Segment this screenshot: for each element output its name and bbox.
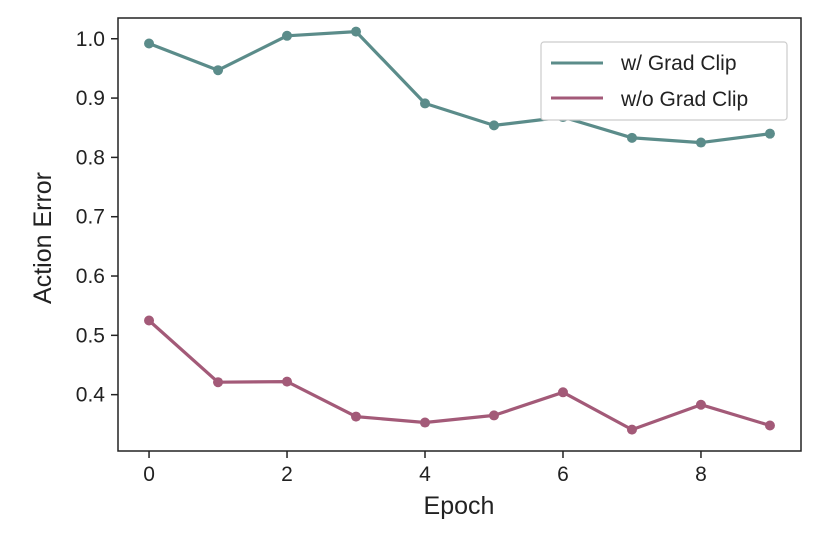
legend: w/ Grad Clip w/o Grad Clip	[540, 41, 788, 121]
y-tick-label: 0.9	[76, 87, 105, 110]
data-point-w-o-grad-clip	[557, 387, 568, 398]
data-point-w-grad-clip	[213, 65, 224, 76]
data-point-w-grad-clip	[282, 30, 293, 41]
series-line-w-o-grad-clip	[147, 319, 771, 432]
y-tick-label: 0.7	[76, 206, 105, 229]
data-point-w-o-grad-clip	[420, 417, 431, 428]
x-tick-label: 4	[419, 463, 431, 486]
y-tick-label: 0.8	[76, 146, 105, 169]
data-point-w-o-grad-clip	[488, 410, 499, 421]
y-axis-ticks: 0.4 0.5 0.6 0.7 0.8 0.9 1.0	[76, 28, 118, 407]
series-line-w-grad-clip	[148, 30, 771, 145]
data-point-w-grad-clip	[420, 98, 431, 109]
data-point-w-grad-clip	[626, 132, 637, 143]
data-point-w-o-grad-clip	[695, 399, 706, 410]
data-point-w-o-grad-clip	[626, 424, 637, 435]
y-tick-label: 0.6	[76, 265, 105, 288]
y-tick-label: 0.4	[76, 384, 106, 407]
data-point-w-o-grad-clip	[764, 420, 775, 431]
plot-frame	[117, 17, 802, 452]
data-point-w-grad-clip	[764, 128, 775, 139]
legend-label-w-grad-clip: w/ Grad Clip	[620, 52, 737, 75]
data-point-w-o-grad-clip	[351, 411, 362, 422]
x-tick-label: 8	[695, 463, 707, 486]
legend-label-wo-grad-clip: w/o Grad Clip	[620, 88, 748, 111]
data-point-w-o-grad-clip	[282, 376, 293, 387]
data-point-w-o-grad-clip	[213, 377, 224, 388]
y-tick-label: 1.0	[76, 28, 105, 51]
data-point-w-grad-clip	[144, 38, 155, 49]
data-point-w-grad-clip	[488, 120, 499, 131]
y-axis-label: Action Error	[29, 172, 57, 304]
x-axis-label: Epoch	[424, 492, 495, 520]
x-tick-label: 6	[557, 463, 569, 486]
data-point-w-grad-clip	[695, 137, 706, 148]
data-point-w-grad-clip	[351, 26, 362, 37]
x-tick-label: 2	[281, 463, 293, 486]
y-tick-label: 0.5	[76, 324, 105, 347]
x-tick-label: 0	[143, 463, 155, 486]
x-axis-ticks: 0 2 4 6 8	[143, 451, 707, 486]
data-point-w-o-grad-clip	[144, 315, 155, 326]
